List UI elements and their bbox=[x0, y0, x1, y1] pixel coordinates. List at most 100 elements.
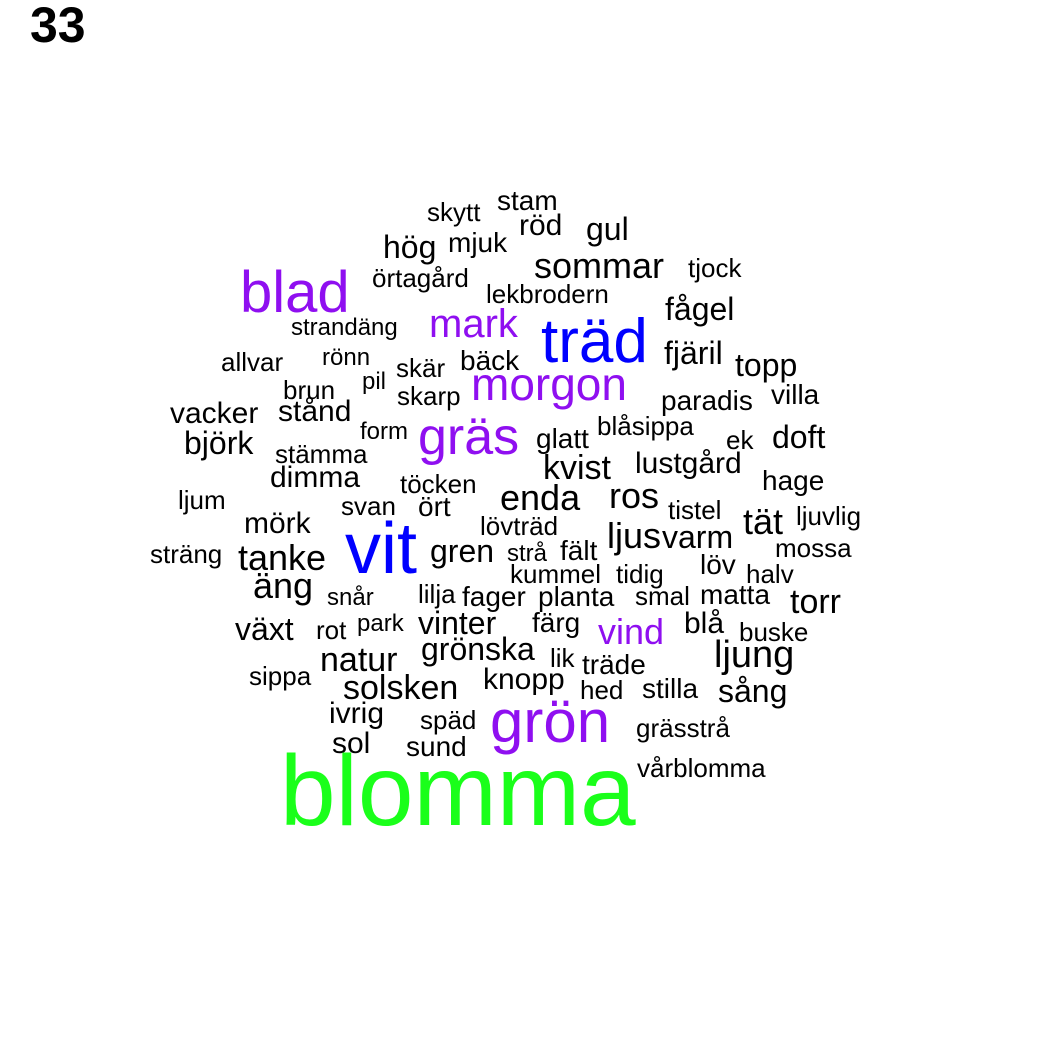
word-17: skär bbox=[396, 352, 446, 383]
word-91: sång bbox=[718, 673, 788, 710]
word-65: äng bbox=[253, 564, 314, 606]
word-53: ljus bbox=[607, 514, 662, 556]
word-56: sträng bbox=[150, 538, 223, 569]
word-52: vit bbox=[345, 509, 417, 590]
word-39: dimma bbox=[270, 461, 361, 494]
word-43: ljum bbox=[178, 484, 226, 515]
word-37: lustgård bbox=[635, 447, 742, 480]
word-6: sommar bbox=[534, 244, 665, 286]
word-87: knopp bbox=[483, 663, 565, 696]
word-8: örtagård bbox=[372, 262, 469, 293]
word-84: träde bbox=[582, 648, 646, 680]
word-57: tanke bbox=[238, 536, 327, 578]
word-51: lövträd bbox=[480, 510, 559, 541]
word-86: sippa bbox=[249, 660, 312, 691]
word-67: lilja bbox=[418, 578, 456, 609]
word-74: rot bbox=[316, 614, 347, 645]
word-24: skarp bbox=[397, 380, 461, 411]
word-48: ljuvlig bbox=[796, 500, 862, 531]
word-41: hage bbox=[762, 464, 825, 496]
word-4: hög bbox=[383, 229, 437, 266]
word-83: lik bbox=[550, 642, 575, 673]
word-79: blå bbox=[684, 607, 725, 640]
word-69: planta bbox=[538, 580, 615, 612]
word-44: enda bbox=[500, 476, 581, 518]
word-93: späd bbox=[420, 704, 477, 735]
word-99: blomma bbox=[280, 735, 636, 847]
word-81: grönska bbox=[421, 631, 535, 668]
word-94: grön bbox=[490, 688, 611, 755]
word-29: form bbox=[360, 418, 408, 446]
word-82: natur bbox=[320, 641, 398, 680]
word-16: rönn bbox=[322, 344, 371, 372]
word-77: färg bbox=[532, 606, 581, 638]
word-95: grässtrå bbox=[636, 712, 730, 743]
word-55: mossa bbox=[775, 532, 852, 563]
word-36: stämma bbox=[275, 438, 368, 469]
word-68: fager bbox=[462, 580, 526, 612]
word-97: sund bbox=[406, 730, 467, 762]
word-27: vacker bbox=[170, 397, 259, 430]
word-78: vind bbox=[598, 610, 665, 652]
word-66: snår bbox=[327, 584, 374, 612]
word-88: solsken bbox=[343, 669, 459, 708]
word-35: björk bbox=[184, 425, 254, 462]
word-25: villa bbox=[771, 378, 820, 410]
word-80: buske bbox=[739, 616, 809, 647]
word-21: pil bbox=[362, 368, 387, 396]
word-15: allvar bbox=[221, 346, 284, 377]
word-38: kvist bbox=[543, 449, 611, 488]
word-7: tjock bbox=[688, 252, 742, 283]
word-92: ivrig bbox=[329, 697, 385, 730]
word-1: skytt bbox=[427, 196, 481, 227]
word-9: blad bbox=[240, 259, 350, 325]
word-34: doft bbox=[772, 419, 826, 456]
word-28: stånd bbox=[278, 395, 352, 428]
word-33: ek bbox=[726, 424, 754, 455]
word-96: sol bbox=[332, 727, 371, 760]
word-23: morgon bbox=[471, 357, 627, 410]
word-72: torr bbox=[790, 583, 841, 622]
word-46: ört bbox=[418, 490, 451, 522]
word-62: kummel bbox=[510, 558, 602, 589]
word-5: mjuk bbox=[448, 226, 508, 258]
word-11: fågel bbox=[665, 291, 735, 328]
word-50: mörk bbox=[244, 507, 311, 540]
word-63: tidig bbox=[616, 558, 664, 589]
word-76: vinter bbox=[418, 605, 497, 642]
word-73: växt bbox=[235, 611, 294, 648]
word-47: tistel bbox=[668, 494, 722, 525]
word-12: mark bbox=[429, 302, 518, 346]
word-64: halv bbox=[746, 558, 794, 589]
word-71: matta bbox=[700, 578, 771, 610]
word-45: svan bbox=[341, 490, 396, 521]
word-75: park bbox=[357, 610, 404, 638]
word-60: fält bbox=[560, 534, 598, 566]
word-13: strandäng bbox=[291, 314, 398, 342]
word-18: bäck bbox=[460, 344, 520, 376]
word-85: ljung bbox=[714, 633, 795, 676]
word-20: topp bbox=[735, 347, 798, 384]
word-22: brun bbox=[283, 374, 336, 405]
word-61: löv bbox=[700, 548, 736, 580]
word-90: stilla bbox=[642, 672, 699, 704]
word-58: gren bbox=[430, 533, 495, 570]
word-3: gul bbox=[586, 211, 629, 248]
word-59: strå bbox=[507, 540, 548, 568]
word-30: gräs bbox=[418, 408, 520, 467]
page-number: 33 bbox=[30, 0, 86, 53]
word-49: tät bbox=[743, 500, 784, 542]
word-70: smal bbox=[635, 580, 690, 611]
word-2: röd bbox=[519, 209, 563, 242]
word-54: varm bbox=[662, 519, 734, 556]
word-14: träd bbox=[541, 307, 648, 377]
word-31: blåsippa bbox=[597, 410, 694, 441]
word-98: vårblomma bbox=[637, 752, 766, 783]
word-40: töcken bbox=[400, 468, 477, 499]
word-19: fjäril bbox=[664, 335, 723, 372]
word-0: stam bbox=[497, 184, 558, 216]
word-32: glatt bbox=[536, 422, 589, 454]
word-10: lekbrodern bbox=[486, 278, 609, 309]
